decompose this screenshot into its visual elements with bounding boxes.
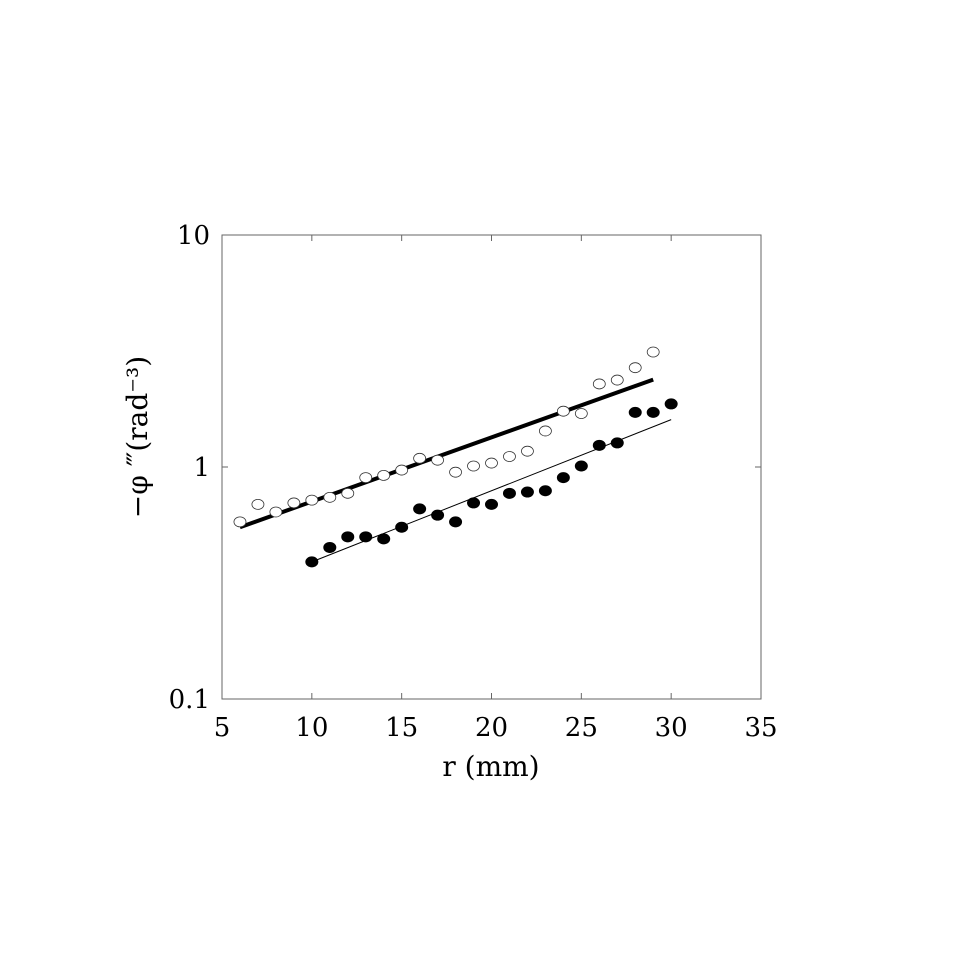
x-axis-label: r (mm) xyxy=(442,750,539,783)
open-data-point xyxy=(521,445,534,457)
x-tick-label: 20 xyxy=(475,713,508,743)
open-data-point xyxy=(233,516,247,528)
open-data-point xyxy=(539,425,552,437)
filled-data-point xyxy=(610,437,624,449)
filled-data-point xyxy=(664,398,678,410)
data-points xyxy=(233,346,678,568)
open-data-point xyxy=(610,374,624,386)
open-data-point xyxy=(341,487,355,499)
open-data-point xyxy=(359,472,373,484)
filled-data-point xyxy=(556,472,570,484)
filled-data-point xyxy=(395,521,409,533)
open-data-point xyxy=(449,466,462,478)
open-data-point xyxy=(413,452,427,464)
filled-data-point xyxy=(377,533,391,545)
open-data-point xyxy=(305,494,319,506)
open-data-point xyxy=(503,451,516,462)
open-data-point xyxy=(574,408,588,419)
open-data-point xyxy=(287,497,301,509)
open-data-point xyxy=(431,454,445,466)
y-axis-label: −φ ‴(rad⁻³) xyxy=(121,356,154,518)
y-tick-label: 0.1 xyxy=(169,685,210,715)
filled-data-point xyxy=(467,497,481,509)
filled-data-point xyxy=(628,406,642,418)
filled-data-point xyxy=(646,406,660,418)
x-tick-label: 5 xyxy=(214,713,231,743)
filled-data-point xyxy=(502,487,516,499)
x-tick-label: 15 xyxy=(385,713,418,743)
axis-ticks: 5 10 15 20 25 30 35 0.1 1 10 xyxy=(169,221,778,743)
filled-data-point xyxy=(538,485,552,497)
x-tick-label: 35 xyxy=(744,713,777,743)
open-data-point xyxy=(485,457,498,469)
filled-data-point xyxy=(485,498,498,510)
x-tick-label: 10 xyxy=(295,713,328,743)
x-tick-label: 25 xyxy=(565,713,598,743)
filled-data-point xyxy=(574,460,588,472)
y-tick-label: 10 xyxy=(177,221,210,251)
open-data-point xyxy=(323,491,337,503)
open-data-point xyxy=(556,405,570,417)
open-data-point xyxy=(269,506,283,518)
filled-data-point xyxy=(592,439,606,451)
open-data-point xyxy=(646,346,660,358)
open-data-point xyxy=(592,378,606,390)
open-data-point xyxy=(467,460,480,472)
filled-data-point xyxy=(431,509,445,521)
filled-data-point xyxy=(413,503,427,515)
filled-data-point xyxy=(520,486,534,498)
open-data-point xyxy=(628,362,642,374)
open-data-point xyxy=(251,498,265,510)
fit-line-thick xyxy=(239,377,654,530)
open-data-point xyxy=(377,470,391,481)
filled-data-point xyxy=(341,531,355,543)
filled-data-point xyxy=(305,556,319,568)
open-data-point xyxy=(395,464,409,476)
y-tick-label: 1 xyxy=(193,453,210,483)
filled-data-point xyxy=(359,531,373,543)
filled-data-point xyxy=(449,516,463,528)
x-tick-label: 30 xyxy=(655,713,688,743)
filled-data-point xyxy=(323,541,337,553)
